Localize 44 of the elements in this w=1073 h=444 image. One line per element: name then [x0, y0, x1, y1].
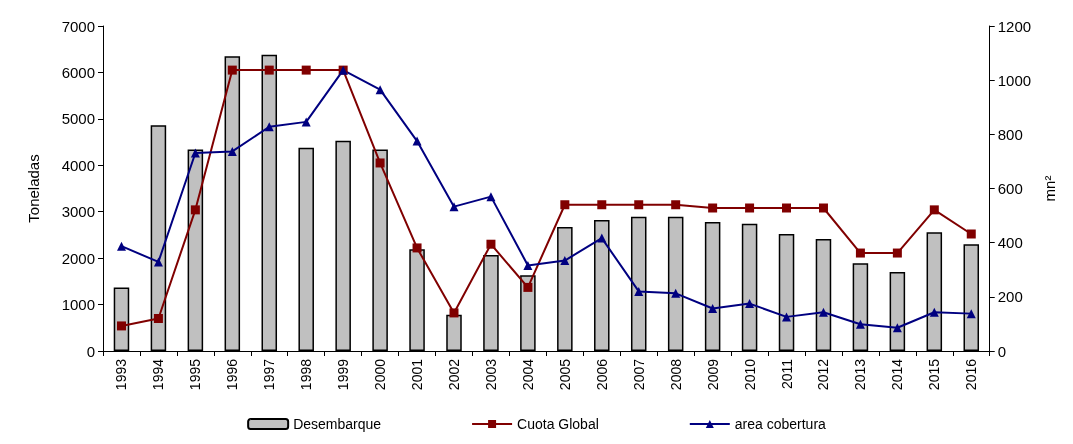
x-tick-label: 1993	[113, 358, 130, 391]
legend-label: Desembarque	[293, 416, 382, 432]
y2-tick-label: 600	[997, 180, 1023, 197]
y2-tick-label: 800	[997, 125, 1023, 143]
x-tick-label: 2002	[446, 358, 462, 391]
y-tick-label: 0	[86, 342, 95, 360]
x-tick-label: 1998	[298, 358, 315, 391]
y-tick-label: 3000	[61, 203, 95, 221]
y-tick-label: 5000	[61, 110, 95, 128]
x-tick-label: 1999	[335, 358, 352, 391]
y-axis-title: Toneladas	[25, 154, 42, 223]
x-tick-label: 2015	[926, 358, 943, 391]
y-tick-label: 1000	[61, 296, 95, 314]
x-tick-label: 2014	[889, 358, 906, 391]
x-tick-label: 1996	[224, 358, 241, 391]
x-tick-label: 1994	[150, 358, 167, 391]
x-tick-label: 2010	[741, 358, 758, 391]
y2-tick-label: 200	[997, 288, 1023, 306]
x-tick-label: 2003	[482, 358, 499, 391]
y-tick-label: 4000	[61, 156, 95, 174]
x-tick-label: 2000	[372, 358, 389, 391]
x-tick-label: 2016	[963, 358, 980, 391]
x-tick-label: 2007	[630, 358, 647, 391]
legend-label: area cobertura	[734, 416, 827, 432]
x-tick-label: 2013	[852, 358, 869, 391]
y2-axis-title: mn²	[1041, 175, 1058, 202]
x-tick-label: 2001	[409, 358, 426, 391]
x-tick-label: 1995	[187, 358, 204, 391]
y-tick-label: 2000	[61, 249, 95, 267]
y-tick-label: 7000	[61, 17, 95, 35]
x-tick-label: 2006	[593, 358, 610, 391]
y-tick-label: 6000	[61, 63, 95, 81]
x-tick-label: 2011	[778, 358, 795, 390]
x-tick-label: 2008	[667, 358, 684, 391]
y2-tick-label: 1000	[997, 71, 1032, 89]
legend-label: Cuota Global	[517, 416, 599, 432]
x-tick-label: 1997	[261, 358, 278, 391]
y2-tick-label: 1200	[997, 17, 1032, 35]
x-tick-label: 2009	[704, 358, 721, 391]
x-tick-label: 2012	[815, 358, 832, 391]
y2-tick-label: 400	[997, 234, 1023, 252]
x-tick-label: 2005	[556, 358, 573, 391]
y2-tick-label: 0	[997, 342, 1007, 360]
x-tick-label: 2004	[519, 358, 536, 391]
